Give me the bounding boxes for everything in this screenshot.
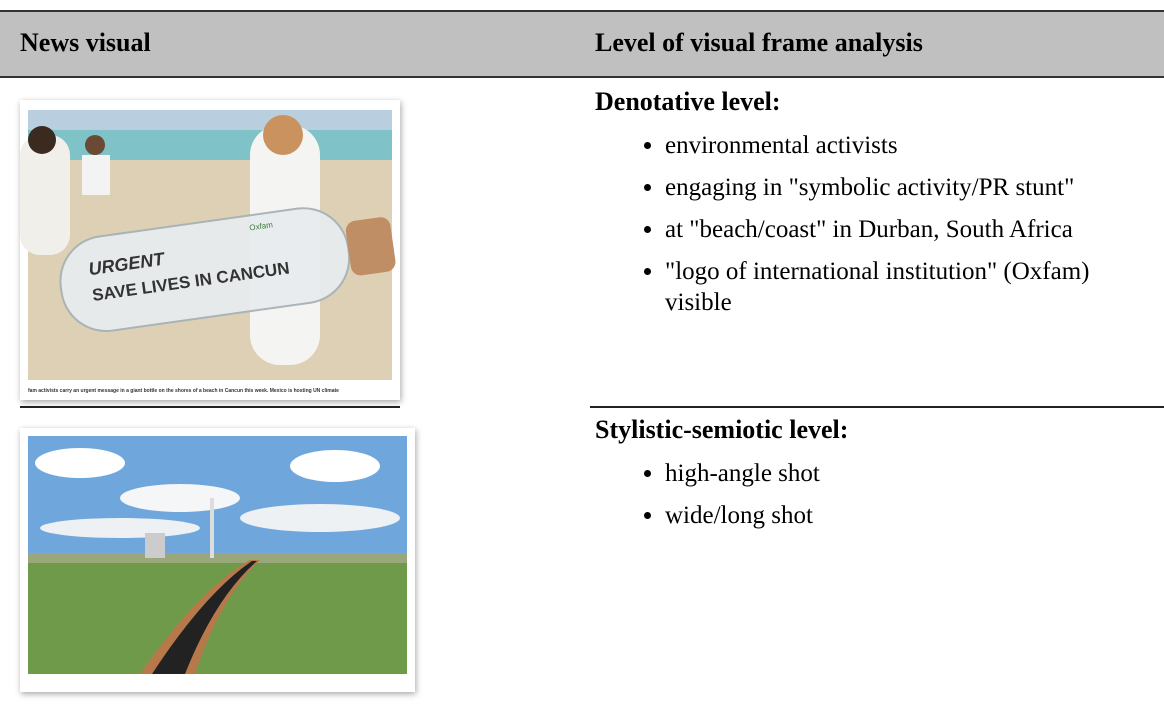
rule — [590, 406, 1164, 408]
analysis-cell: Denotative level: environmental activist… — [595, 86, 1090, 329]
level-heading: Stylistic-semiotic level: — [595, 415, 849, 444]
table-header: News visual Level of visual frame analys… — [0, 10, 1164, 78]
news-photo: URGENT SAVE LIVES IN CANCUN Oxfam fam ac… — [20, 100, 400, 400]
header-cell: News visual — [20, 28, 151, 57]
bullet-item: wide/long shot — [665, 500, 1135, 531]
bullet-list: high-angle shot wide/long shot — [595, 458, 1135, 531]
bullet-item: at "beach/coast" in Durban, South Africa — [665, 214, 1135, 245]
bullet-list: environmental activists engaging in "symb… — [595, 130, 1135, 318]
level-heading: Denotative level: — [595, 87, 781, 116]
header-cell: Level of visual frame analysis — [595, 28, 923, 57]
news-photo — [20, 428, 415, 692]
logo-text: Oxfam — [249, 220, 274, 232]
bullet-item: engaging in "symbolic activity/PR stunt" — [665, 172, 1135, 203]
photo-caption: fam activists carry an urgent message in… — [28, 388, 339, 394]
bullet-item: environmental activists — [665, 130, 1135, 161]
bullet-item: "logo of international institution" (Oxf… — [665, 256, 1135, 318]
rule — [20, 406, 400, 408]
bullet-item: high-angle shot — [665, 458, 1135, 489]
analysis-cell: Stylistic-semiotic level: high-angle sho… — [595, 414, 1075, 542]
